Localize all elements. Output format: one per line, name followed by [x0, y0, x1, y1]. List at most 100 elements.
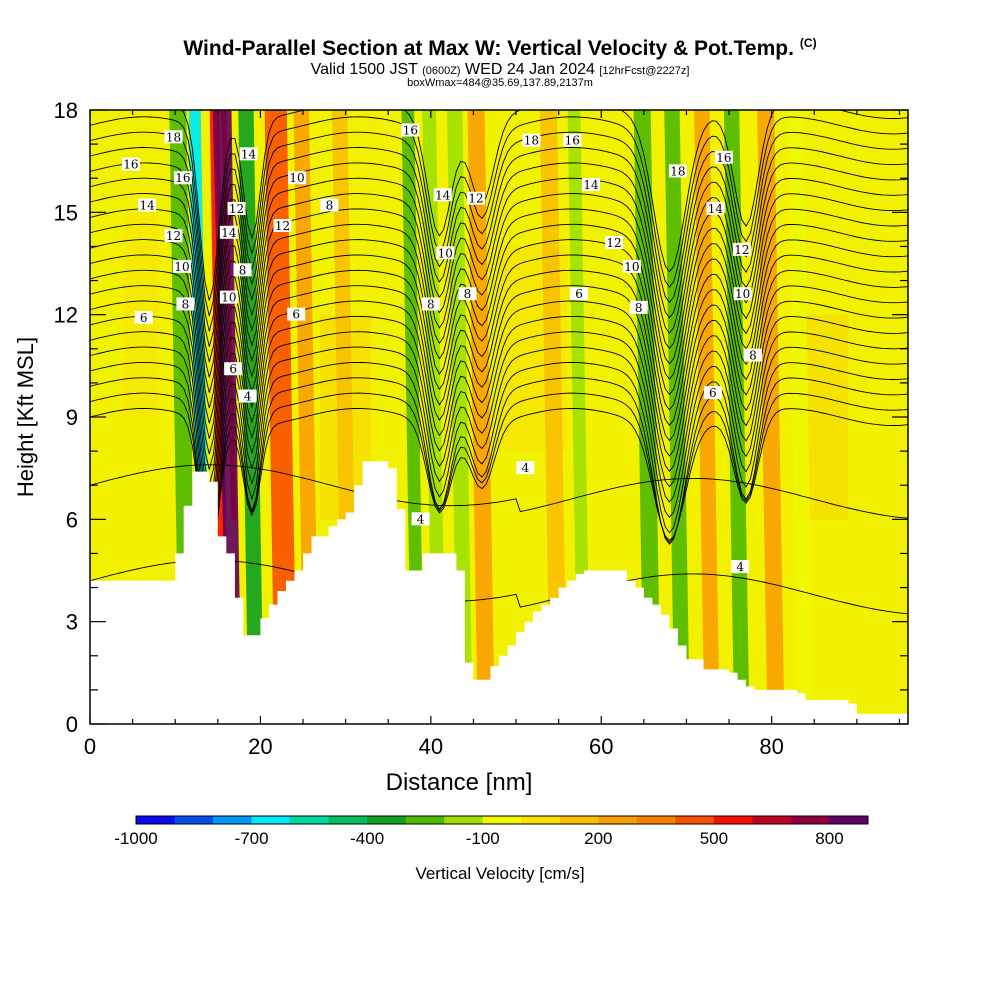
contour-label-bg	[138, 198, 157, 212]
contour-label-text: 16	[175, 171, 190, 185]
colorbar-swatch	[790, 816, 830, 824]
contour-label: 6	[703, 386, 722, 400]
contour-label-bg	[433, 188, 452, 202]
theta-contour	[90, 193, 908, 393]
x-tick-label: 60	[589, 734, 613, 759]
contour-label-bg	[411, 512, 430, 526]
y-tick-label: 0	[66, 712, 78, 737]
contour-label-text: 14	[708, 202, 724, 216]
chart-subtitle: Valid 1500 JST (0600Z) WED 24 Jan 2024 […	[310, 61, 690, 78]
contour-label-bg	[733, 287, 752, 301]
chart-box-info: boxWmax=484@35.69,137.89,2137m	[407, 77, 593, 89]
theta-contour	[90, 254, 908, 455]
colorbar-swatch	[713, 816, 753, 824]
contour-label: 14	[239, 147, 258, 161]
contour-label-text: 14	[221, 226, 237, 240]
contour-label-text: 12	[229, 202, 244, 216]
contour-label: 8	[421, 297, 440, 311]
contour-label-text: 6	[709, 386, 717, 400]
contour-label-bg	[239, 147, 258, 161]
contour-label: 10	[733, 287, 752, 301]
colorbar-swatch	[367, 816, 407, 824]
x-tick-label: 80	[759, 734, 783, 759]
contour-label-bg	[121, 157, 140, 171]
contour-label: 12	[605, 236, 624, 250]
y-tick-label: 18	[54, 98, 78, 123]
contour-label-text: 10	[735, 287, 750, 301]
contour-label-bg	[227, 201, 246, 215]
contour-label-text: 18	[524, 134, 539, 148]
theta-contour	[90, 208, 908, 409]
colorbar-tick-label: -100	[466, 829, 500, 848]
contour-label: 10	[173, 259, 192, 274]
contour-label: 12	[273, 218, 292, 233]
colorbar-swatch	[829, 816, 869, 824]
contour-label-text: 6	[575, 287, 583, 301]
contour-label: 10	[288, 171, 307, 185]
theta-contour	[90, 285, 908, 485]
contour-label: 18	[164, 130, 183, 144]
contour-label-text: 14	[139, 199, 155, 213]
colorbar-swatch	[251, 816, 291, 824]
contour-label-text: 8	[464, 287, 472, 301]
colorbar-tick-label: -1000	[114, 829, 157, 848]
contour-label-text: 8	[749, 349, 757, 363]
contour-label-bg	[233, 263, 252, 277]
colorbar-swatch	[174, 816, 214, 824]
contour-label-bg	[732, 242, 751, 256]
contour-label-text: 8	[326, 199, 334, 213]
contour-label: 14	[219, 225, 238, 240]
theta-contour	[90, 269, 908, 470]
velocity-band	[664, 110, 690, 724]
contour-label-text: 10	[289, 171, 304, 185]
colorbar-tick-label: 500	[700, 829, 728, 848]
contour-label: 8	[233, 263, 252, 277]
x-tick-label: 40	[419, 734, 443, 759]
chart-title: Wind-Parallel Section at Max W: Vertical…	[183, 36, 817, 60]
contour-label-text: 16	[716, 151, 731, 165]
theta-contour	[90, 331, 908, 532]
y-axis-label: Height [Kft MSL]	[13, 337, 38, 497]
contour-label: 4	[731, 560, 750, 574]
theta-contour	[90, 361, 908, 562]
velocity-band	[539, 110, 568, 724]
contour-label-bg	[522, 133, 541, 147]
contour-label-bg	[516, 461, 535, 475]
contour-label: 18	[522, 133, 541, 148]
y-tick-label: 3	[66, 610, 78, 635]
terrain	[90, 461, 908, 724]
colorbar-tick-label: 800	[815, 829, 843, 848]
colorbar-frame	[135, 815, 869, 825]
colorbar-swatch	[444, 816, 484, 824]
contour-label-bg	[629, 300, 648, 314]
contour-label: 16	[563, 133, 582, 148]
theta-contour	[90, 162, 908, 363]
contour-label: 16	[121, 157, 140, 172]
contour-label-text: 8	[239, 263, 247, 277]
contour-label: 6	[224, 362, 243, 376]
contour-label-text: 14	[435, 188, 451, 202]
contour-label-bg	[173, 171, 192, 185]
contour-label-bg	[224, 362, 243, 376]
contour-label-text: 4	[736, 560, 744, 574]
contour-label-text: 14	[241, 147, 257, 161]
contour-label-bg	[273, 218, 292, 232]
theta-contour	[90, 300, 908, 501]
contour-label-bg	[287, 307, 306, 321]
contour-label: 8	[629, 300, 648, 315]
contour-label: 6	[570, 287, 589, 301]
contour-label: 14	[582, 178, 601, 192]
contour-label-bg	[668, 164, 687, 178]
colorbar-tick-label: -400	[350, 829, 384, 848]
theta-contour	[90, 131, 908, 332]
theta-contour	[90, 408, 908, 563]
colorbar-swatch	[636, 816, 676, 824]
contour-label-bg	[421, 297, 440, 311]
contour-label-bg	[164, 130, 183, 144]
contour-label: 6	[287, 307, 306, 322]
velocity-band	[757, 110, 785, 724]
colorbar-swatch	[213, 816, 253, 824]
contour-label-text: 18	[670, 164, 685, 178]
contour-label-bg	[714, 150, 733, 164]
contour-label-bg	[288, 171, 307, 185]
